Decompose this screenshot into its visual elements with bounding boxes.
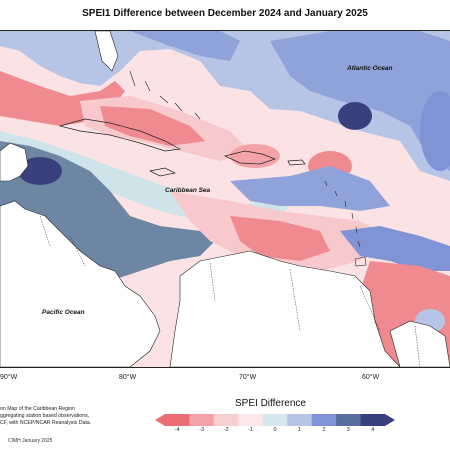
colorbar-cell (189, 414, 215, 426)
legend-title: SPEI Difference (235, 398, 306, 409)
land-central-america (0, 200, 161, 367)
lon-label-90w: 90°W (0, 374, 18, 381)
land-south-america (169, 250, 401, 367)
colorbar-cell (238, 414, 264, 426)
field-blue-atlantic (270, 31, 450, 171)
description-line-2: ggregating station based observations, (0, 413, 90, 419)
colorbar-tick-label: -4 (174, 427, 180, 433)
field-slate-eastbelt (230, 166, 390, 211)
label-caribbean-sea: Caribbean Sea (165, 187, 211, 194)
map-title: SPEI1 Difference between December 2024 a… (82, 8, 368, 19)
colorbar-left-arrow (155, 414, 165, 426)
field-red-hispaniola (230, 144, 280, 168)
island-trinidad (354, 256, 367, 267)
colorbar-tick-label: -3 (199, 427, 205, 433)
lon-label-60w: 60°W (362, 374, 380, 381)
land-guiana (389, 320, 450, 367)
legend-colorbar (155, 414, 395, 426)
field-navy-atlantic (338, 102, 372, 130)
colorbar-right-arrow (385, 414, 395, 426)
florida-coast (94, 31, 119, 72)
island-jamaica (148, 167, 177, 177)
colorbar-tick-label: 4 (371, 427, 375, 433)
country-borders (39, 215, 421, 367)
colorbar-tick-label: -2 (223, 427, 229, 433)
colorbar-cell (360, 414, 386, 426)
description-line-3: CF, with NCEP/NCAR Reanalysis Data. (0, 420, 92, 426)
island-bahamas (129, 70, 201, 120)
colorbar-cell (311, 414, 337, 426)
colorbar-tick-label: -1 (248, 427, 253, 433)
field-navy-honduras (18, 157, 62, 185)
field-teal-belt (0, 131, 300, 221)
spei-difference-map: Atlantic Ocean Caribbean Sea Pacific Oce… (0, 30, 450, 368)
colorbar-cell (262, 414, 288, 426)
lon-label-80w: 80°W (119, 374, 137, 381)
colorbar-tick-label: 3 (346, 427, 350, 433)
colorbar-cell (165, 414, 190, 426)
field-blue-gulf (130, 31, 240, 61)
island-lesser-antilles (324, 180, 361, 248)
field-blue-lesser (340, 226, 450, 271)
map-canvas (0, 31, 450, 367)
island-hispaniola (223, 150, 277, 165)
field-red-cuba (100, 106, 205, 146)
island-cuba (58, 118, 182, 152)
lon-label-70w: 70°W (239, 374, 257, 381)
field-blue-east (420, 91, 450, 171)
colorbar-cell (213, 414, 239, 426)
label-atlantic-ocean: Atlantic Ocean (347, 65, 393, 72)
island-puerto-rico (287, 159, 306, 166)
description-line-1: on Map of the Caribbean Region (0, 406, 75, 412)
land-yucatan (0, 142, 29, 182)
colorbar-cell (287, 414, 313, 426)
colorbar-tick-label: 0 (273, 427, 277, 433)
colorbar-tick-label: 2 (322, 427, 326, 433)
label-pacific-ocean: Pacific Ocean (42, 309, 85, 316)
colorbar-tick-label: 1 (297, 427, 301, 433)
field-red-south (230, 216, 330, 261)
colorbar-cell (336, 414, 362, 426)
credit-text: CIMH January 2025 (8, 438, 53, 444)
